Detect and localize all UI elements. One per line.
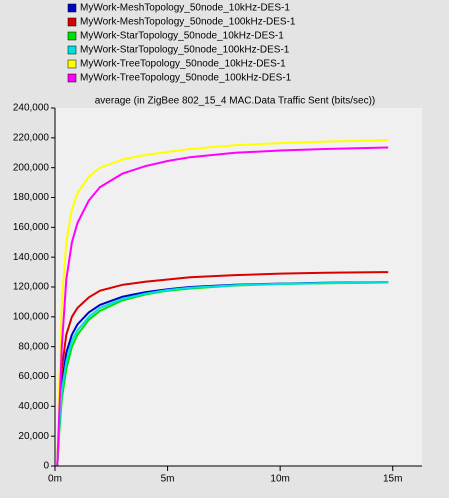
legend-swatch: [67, 31, 77, 41]
series-line: [56, 146, 389, 467]
y-tick-label: 220,000: [13, 132, 50, 143]
y-tick-label: 100,000: [13, 311, 50, 322]
y-tick-label: 140,000: [13, 252, 50, 263]
y-tick-label: 160,000: [13, 222, 50, 233]
y-tick-label: 0: [43, 461, 49, 472]
y-tick-label: 180,000: [13, 192, 50, 203]
chart-title: average (in ZigBee 802_15_4 MAC.Data Tra…: [95, 96, 376, 107]
series-line: [56, 281, 389, 467]
y-tick-label: 120,000: [13, 282, 50, 293]
legend-swatch: [67, 17, 77, 27]
legend-label: MyWork-StarTopology_50node_100kHz-DES-1: [80, 45, 290, 56]
legend-label: MyWork-StarTopology_50node_10kHz-DES-1: [80, 31, 284, 42]
x-tick-label: 5m: [161, 474, 175, 485]
legend-swatch: [67, 59, 77, 69]
series-line: [56, 271, 389, 467]
y-tick-label: 20,000: [18, 431, 49, 442]
legend-swatch: [67, 45, 77, 55]
series-line: [56, 139, 389, 467]
legend-label: MyWork-MeshTopology_50node_10kHz-DES-1: [80, 3, 290, 14]
y-tick-label: 80,000: [18, 341, 49, 352]
legend-label: MyWork-TreeTopology_50node_10kHz-DES-1: [80, 59, 286, 70]
legend-swatch: [67, 3, 77, 13]
legend-label: MyWork-TreeTopology_50node_100kHz-DES-1: [80, 73, 292, 84]
y-tick-label: 200,000: [13, 162, 50, 173]
y-tick-label: 240,000: [13, 103, 50, 114]
x-tick-label: 10m: [270, 474, 289, 485]
y-tick-label: 60,000: [18, 371, 49, 382]
legend-swatch: [67, 73, 77, 83]
legend-label: MyWork-MeshTopology_50node_100kHz-DES-1: [80, 17, 296, 28]
plot-area: [55, 108, 422, 466]
y-tick-label: 40,000: [18, 401, 49, 412]
x-tick-label: 15m: [383, 474, 402, 485]
x-tick-label: 0m: [48, 474, 62, 485]
